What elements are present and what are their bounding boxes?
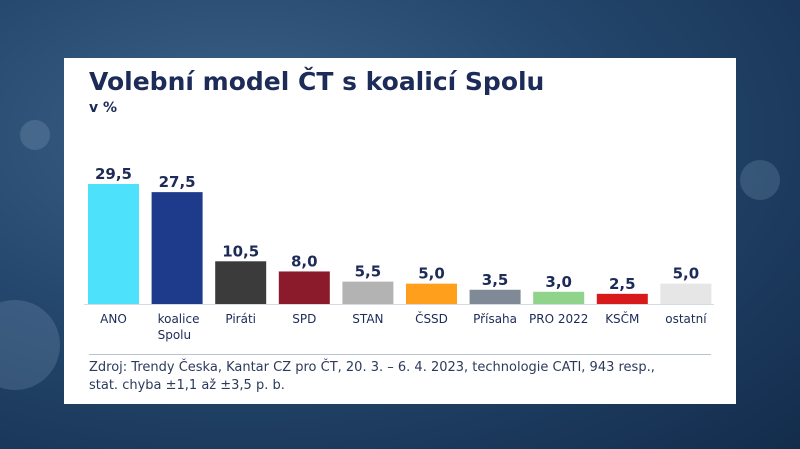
category-label: ČSSD	[415, 311, 448, 326]
divider	[89, 354, 711, 355]
background-light	[0, 300, 60, 390]
bar-value-label: 5,0	[673, 265, 700, 283]
category-label: Přísaha	[473, 312, 517, 326]
category-label: ostatní	[665, 312, 707, 326]
bar-value-label: 3,0	[545, 273, 572, 291]
category-label: ANO	[100, 312, 127, 326]
source-line-2: stat. chyba ±1,1 až ±3,5 p. b.	[89, 378, 285, 393]
category-label: STAN	[352, 312, 383, 326]
bar-value-label: 10,5	[222, 242, 259, 260]
bar-value-label: 29,5	[95, 165, 132, 183]
chart-title: Volební model ČT s koalicí Spolu	[89, 67, 545, 96]
category-label: PRO 2022	[529, 312, 588, 326]
bar-value-label: 2,5	[609, 275, 636, 293]
bar	[278, 271, 330, 304]
bar-chart: 29,5 ANO 27,5 koalice Spolu 10,5 Piráti 8,0 SPD 5…	[84, 165, 714, 342]
chart-subtitle: v %	[89, 100, 118, 116]
bar-value-label: 8,0	[291, 252, 318, 270]
bar	[596, 293, 648, 304]
bar	[660, 283, 712, 304]
bar	[88, 184, 139, 304]
category-label: Spolu	[158, 328, 192, 342]
bar-value-label: 27,5	[159, 173, 196, 191]
bar	[406, 283, 457, 304]
bar	[215, 261, 267, 304]
chart-card: Volební model ČT s koalicí Spolu v % 29,…	[64, 58, 736, 404]
bar	[342, 281, 394, 304]
category-label: KSČM	[605, 311, 639, 326]
bar	[151, 192, 203, 304]
category-label: Piráti	[225, 312, 256, 326]
bar	[533, 291, 585, 304]
source-note: Zdroj: Trendy Česka, Kantar CZ pro ČT, 2…	[89, 359, 719, 395]
bar-value-label: 5,5	[355, 263, 382, 281]
category-label: SPD	[292, 312, 316, 326]
background-light	[20, 120, 50, 150]
bar-value-label: 5,0	[418, 265, 445, 283]
category-label: koalice	[158, 312, 200, 326]
background-light	[740, 160, 780, 200]
bar	[469, 289, 521, 304]
bar-value-label: 3,5	[482, 271, 509, 289]
source-line-1: Zdroj: Trendy Česka, Kantar CZ pro ČT, 2…	[89, 360, 655, 375]
